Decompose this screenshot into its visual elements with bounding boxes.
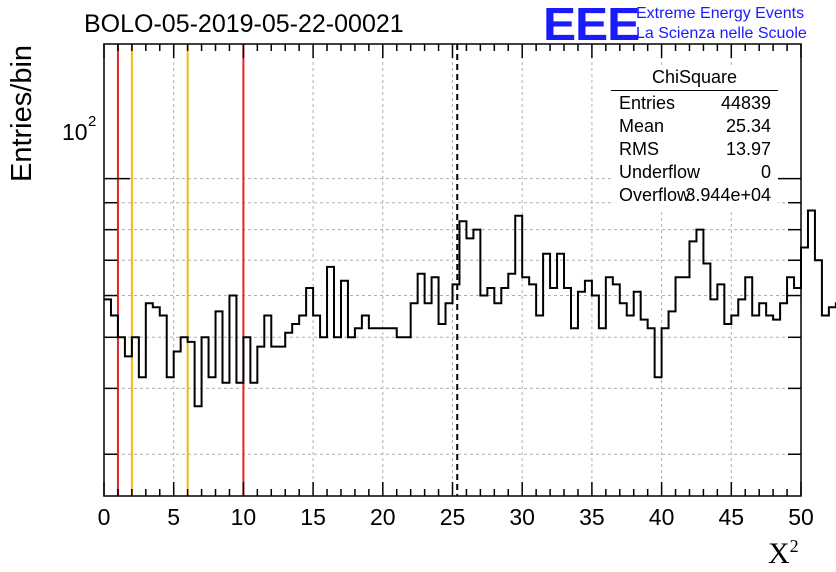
logo-tagline-2: La Scienza nelle Scuole xyxy=(636,25,807,42)
x-tick-label: 10 xyxy=(231,504,257,530)
plot-frame xyxy=(103,43,802,497)
x-tick-label: 5 xyxy=(167,504,180,530)
stats-key: Mean xyxy=(619,116,665,136)
y-tick-label: 10 2 xyxy=(62,113,96,145)
stats-value: 0 xyxy=(760,162,771,182)
y-axis-label: Entries/bin xyxy=(6,44,38,182)
stats-key: Overflow xyxy=(619,185,691,205)
x-axis-label: X2 xyxy=(768,536,799,571)
stats-key: RMS xyxy=(619,139,659,159)
stats-key: Underflow xyxy=(619,162,701,182)
x-tick-label: 30 xyxy=(509,504,535,530)
x-tick-label: 25 xyxy=(440,504,466,530)
stats-row-mean: Mean 25.34 xyxy=(619,116,771,138)
x-axis-label-base: X xyxy=(768,537,790,570)
stats-row-overflow: Overflow 3.944e+04 xyxy=(619,185,771,207)
eee-logo: EEE xyxy=(543,0,640,50)
x-tick-label: 20 xyxy=(370,504,396,530)
x-axis-label-exponent: 2 xyxy=(789,536,799,556)
stats-box: ChiSquare Entries 44839 Mean 25.34 RMS 1… xyxy=(611,67,778,211)
stats-title: ChiSquare xyxy=(651,67,738,87)
stats-row-entries: Entries 44839 xyxy=(619,93,771,115)
stats-key: Entries xyxy=(619,93,676,113)
x-tick-label: 15 xyxy=(300,504,326,530)
x-tick-label: 40 xyxy=(649,504,675,530)
stats-value: 13.97 xyxy=(725,139,771,159)
stats-divider xyxy=(611,90,778,91)
stats-row-rms: RMS 13.97 xyxy=(619,139,771,161)
x-tick-label: 50 xyxy=(788,504,814,530)
x-tick-label: 0 xyxy=(98,504,111,530)
x-tick-label: 35 xyxy=(579,504,605,530)
stats-row-underflow: Underflow 0 xyxy=(619,162,771,184)
run-title: BOLO-05-2019-05-22-00021 xyxy=(84,10,404,38)
stats-value: 3.944e+04 xyxy=(685,185,771,205)
stats-value: 25.34 xyxy=(725,116,771,136)
histogram-line xyxy=(104,209,836,408)
x-tick-labels: 0 5 10 15 20 25 30 35 40 45 50 xyxy=(98,504,814,530)
stats-value: 44839 xyxy=(720,93,771,113)
y-tick-label-base: 10 xyxy=(62,119,88,145)
reference-lines xyxy=(116,44,459,496)
logo-tagline-1: Extreme Energy Events xyxy=(636,5,805,22)
y-tick-label-exponent: 2 xyxy=(88,113,96,130)
x-tick-label: 45 xyxy=(719,504,745,530)
